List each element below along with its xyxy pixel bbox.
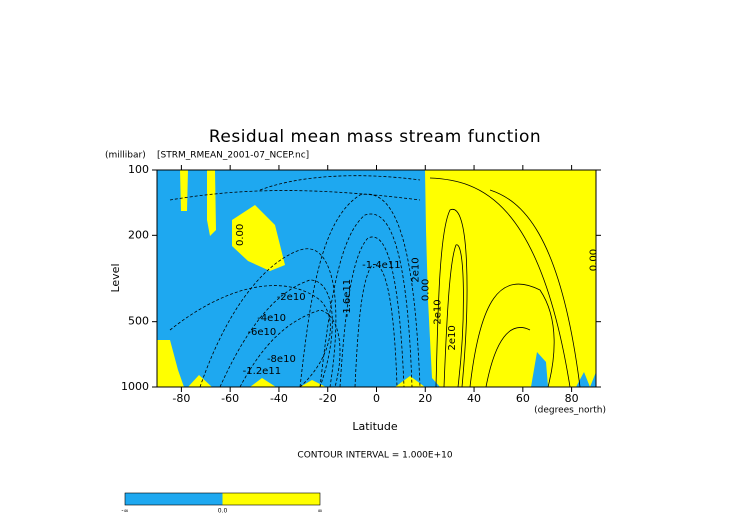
y-tick-label: 500 — [128, 315, 149, 328]
colorbar-label: ∞ — [318, 508, 323, 515]
colorbar-swatch — [125, 493, 223, 505]
chart-title: Residual mean mass stream function — [209, 127, 541, 147]
contour-lines — [169, 175, 581, 387]
y-tick-label: 100 — [128, 163, 149, 176]
positive-regions — [157, 170, 596, 387]
x-tick-label: -60 — [221, 392, 239, 405]
y-tick-label: 200 — [128, 228, 149, 241]
contour-label: 2e10 — [411, 257, 422, 282]
y-unit: (millibar) — [105, 151, 146, 161]
y-tick-label: 1000 — [121, 380, 149, 393]
x-tick-label: 40 — [467, 392, 481, 405]
colorbar-swatch — [222, 493, 320, 505]
contour-label: 2e10 — [432, 299, 443, 324]
contour-label: -1.2e11 — [243, 366, 281, 377]
contour-label: 0.00 — [589, 249, 600, 271]
contour-label: -8e10 — [267, 354, 296, 365]
x-tick-label: 0 — [373, 392, 380, 405]
subtitle: [STRM_RMEAN_2001-07_NCEP.nc] — [157, 151, 309, 161]
contour-label: 0.00 — [420, 279, 431, 301]
x-tick-label: -40 — [270, 392, 288, 405]
x-tick-label: 20 — [418, 392, 432, 405]
x-tick-label: 60 — [516, 392, 530, 405]
x-axis-label: Latitude — [352, 420, 398, 433]
y-axis-label: Level — [109, 263, 122, 292]
x-tick-label: -20 — [319, 392, 337, 405]
contour-label: -1.4e11 — [362, 260, 400, 271]
contour-label: -2e10 — [277, 292, 306, 303]
x-tick-label: 80 — [565, 392, 579, 405]
colorbar-label: -∞ — [121, 508, 128, 515]
contour-label: 0.00 — [235, 224, 246, 246]
x-unit: (degrees_north) — [534, 406, 606, 416]
colorbar-frame — [124, 492, 321, 506]
contour-label: -6e10 — [247, 327, 276, 338]
contour-label: 2e10 — [447, 325, 458, 350]
contour-label: -4e10 — [257, 313, 286, 324]
contour-label: -1.6e11 — [342, 279, 353, 317]
x-tick-label: -80 — [172, 392, 190, 405]
colorbar-label: 0.0 — [218, 508, 228, 515]
contour-interval: CONTOUR INTERVAL = 1.000E+10 — [297, 451, 452, 461]
